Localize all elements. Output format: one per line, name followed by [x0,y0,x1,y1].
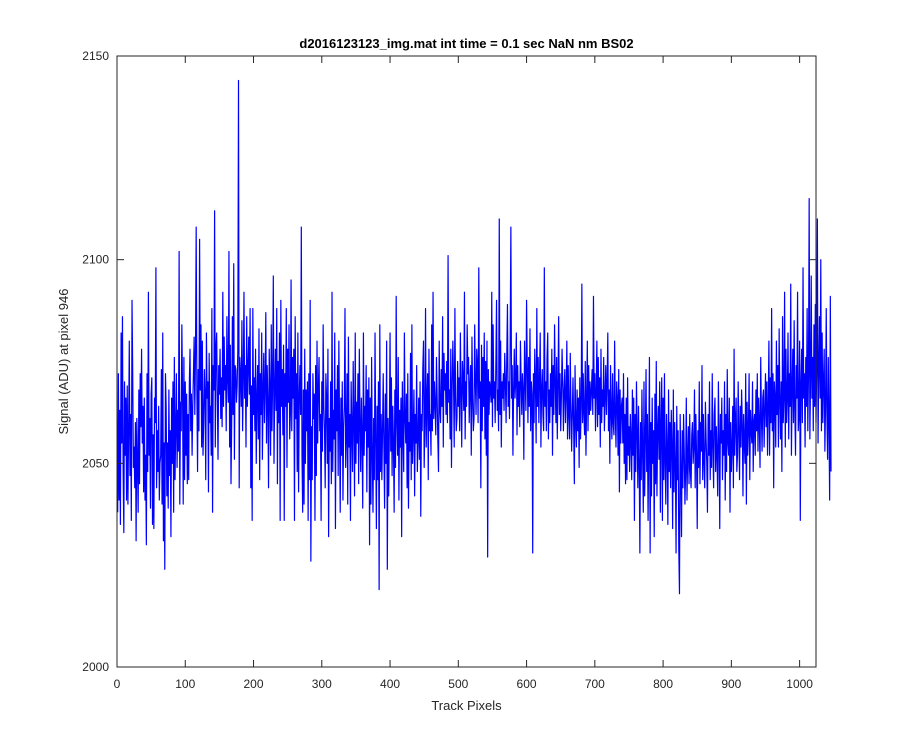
x-tick-label-300: 300 [312,677,332,691]
y-tick-label-2050: 2050 [82,456,109,470]
x-axis-title: Track Pixels [431,698,502,713]
x-tick-label-500: 500 [448,677,468,691]
x-tick-label-600: 600 [517,677,537,691]
x-tick-label-0: 0 [114,677,121,691]
series-line-signal [117,79,832,595]
x-tick-label-900: 900 [721,677,741,691]
x-tick-label-400: 400 [380,677,400,691]
axes-frame [116,55,817,668]
y-axis-ticks: 2000 2050 2100 2150 [82,49,816,674]
y-axis-title: Signal (ADU) at pixel 946 [56,289,71,435]
y-tick-label-2150: 2150 [82,49,109,63]
x-axis-ticks: 0 100 200 300 400 500 600 700 800 900 1000 [114,56,813,691]
x-tick-label-800: 800 [653,677,673,691]
x-tick-label-700: 700 [585,677,605,691]
y-tick-label-2000: 2000 [82,660,109,674]
x-tick-label-200: 200 [244,677,264,691]
chart-title: d2016123123_img.mat int time = 0.1 sec N… [299,36,633,51]
y-tick-label-2100: 2100 [82,253,109,267]
x-tick-label-1000: 1000 [786,677,813,691]
x-tick-label-100: 100 [175,677,195,691]
